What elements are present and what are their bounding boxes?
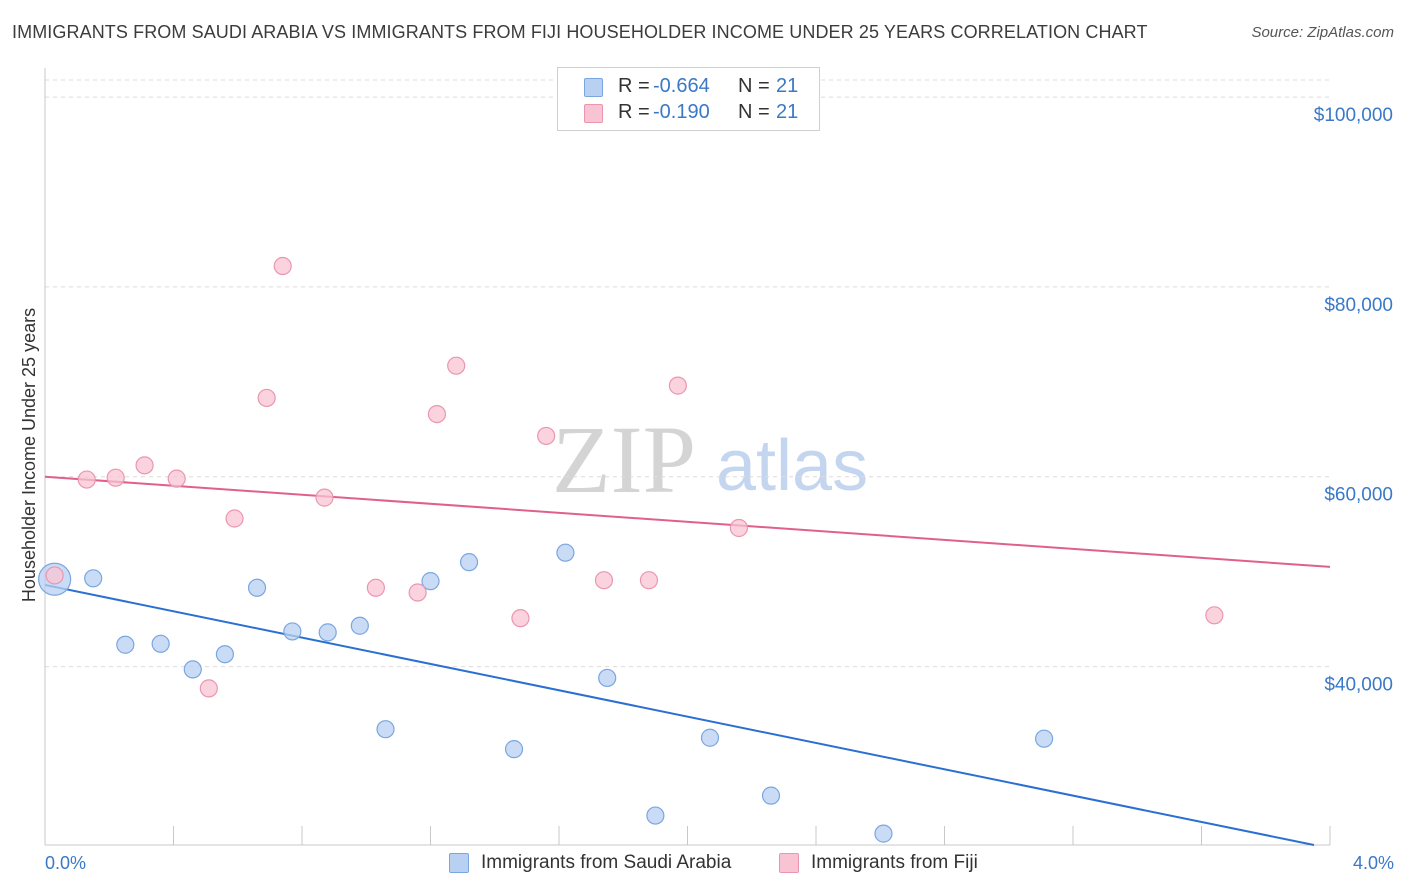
data-point-saudi [1034,729,1054,748]
data-point-fiji [447,356,466,375]
gridlines [45,79,1330,668]
data-point-saudi [421,572,440,591]
y-tick-label: $80,000 [1324,295,1393,316]
data-point-fiji [77,470,96,489]
legend-swatch-saudi [449,853,469,873]
data-point-fiji [45,566,64,585]
chart-title: IMMIGRANTS FROM SAUDI ARABIA VS IMMIGRAN… [12,22,1148,42]
r-value: -0.190 [653,101,710,123]
data-point-fiji [668,376,687,395]
data-point-fiji [199,679,218,698]
data-point-saudi [556,543,575,562]
data-point-fiji [729,518,749,538]
data-point-fiji [427,404,447,424]
r-label: R = [618,75,650,97]
x-tick-label: 0.0% [45,853,86,873]
data-point-saudi [247,578,267,597]
n-label: N = [738,75,770,97]
trend-line-fiji [44,475,1331,568]
data-point-saudi [646,806,665,825]
n-value: 21 [776,75,799,97]
data-point-saudi [183,660,202,679]
data-point-saudi [598,668,617,688]
data-point-fiji [257,388,276,408]
data-point-saudi [350,616,369,635]
data-point-saudi [318,623,337,642]
data-point-fiji [408,583,427,602]
n-value: 21 [776,101,799,123]
y-tick-label: $40,000 [1324,675,1393,696]
data-point-saudi [459,553,479,572]
data-point-fiji [511,609,530,628]
chart-legend: Immigrants from Saudi Arabia Immigrants … [0,852,1406,878]
legend-label-saudi: Immigrants from Saudi Arabia [481,852,732,873]
r-label: R = [618,101,650,123]
y-tick-label: $60,000 [1324,485,1393,506]
n-label: N = [738,101,770,123]
data-point-fiji [366,578,385,597]
data-point-fiji [1205,606,1224,625]
chart-source: Source: ZipAtlas.com [1251,24,1394,41]
data-point-fiji [135,456,154,475]
data-point-saudi [116,635,135,654]
data-point-saudi [874,824,893,843]
data-point-fiji [225,509,244,528]
data-point-fiji [639,571,659,590]
y-tick-label: $100,000 [1314,105,1393,126]
stats-legend-box: R = -0.664 N = 21 R = -0.190 N = 21 [557,67,820,131]
data-point-saudi [84,569,103,588]
legend-swatch-fiji [779,853,799,873]
tick-labels: $40,000 $60,000 $80,000 $100,000 0.0% 4.0% [45,105,1394,873]
x-tick-label: 4.0% [1353,853,1394,873]
data-point-fiji [315,488,334,507]
y-axis-label: Householder Income Under 25 years [19,308,39,602]
data-point-fiji [167,469,186,488]
data-point-fiji [594,571,614,590]
saudi-swatch [584,78,603,97]
trend-lines [44,475,1331,846]
fiji-swatch [584,104,603,123]
data-point-saudi [376,720,395,739]
data-point-saudi [151,634,170,653]
watermark-atlas: atlas [716,426,868,506]
data-point-saudi [283,622,302,641]
data-point-saudi [700,728,720,747]
axes [44,68,1331,846]
data-point-saudi [761,786,781,805]
legend-label-fiji: Immigrants from Fiji [811,852,978,873]
data-point-fiji [537,426,556,446]
r-value: -0.664 [653,75,710,97]
data-point-fiji [106,468,125,487]
watermark: ZIP atlas [552,406,868,513]
trend-line-saudi [44,583,1315,846]
data-points [38,256,1224,843]
watermark-zip: ZIP [552,406,696,513]
data-point-fiji [273,256,292,276]
data-point-saudi [504,740,524,759]
data-point-saudi [215,645,234,664]
